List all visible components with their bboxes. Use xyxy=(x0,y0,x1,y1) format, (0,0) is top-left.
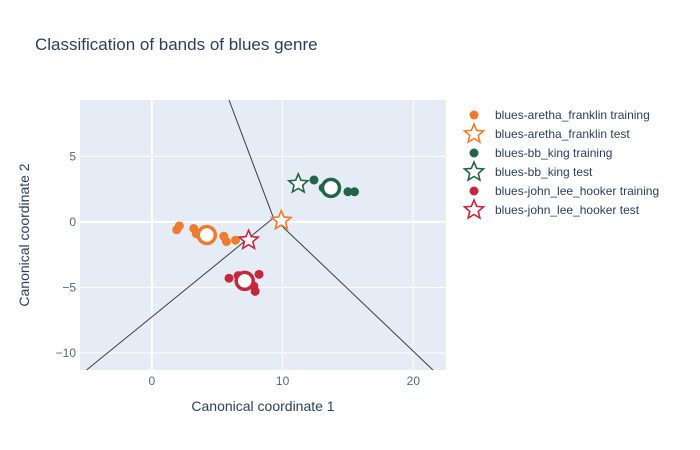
test-point-star xyxy=(286,171,310,194)
legend-label: blues-aretha_franklin test xyxy=(495,127,630,141)
grid-lines xyxy=(80,100,446,370)
legend: blues-aretha_franklin training blues-aret… xyxy=(462,108,659,220)
y-axis-ticks: −10 −5 0 5 xyxy=(56,149,77,360)
centroid-marker xyxy=(320,177,342,199)
test-point-star xyxy=(237,228,261,251)
legend-item: blues-bb_king test xyxy=(462,159,593,182)
training-point xyxy=(254,269,264,279)
training-point xyxy=(350,187,359,197)
legend-item: blues-bb_king training xyxy=(469,146,612,160)
legend-symbol-circle xyxy=(469,148,479,158)
decision-boundary xyxy=(86,99,434,371)
legend-label: blues-aretha_franklin training xyxy=(495,108,650,122)
chart-title: Classification of bands of blues genre xyxy=(35,35,318,54)
legend-label: blues-john_lee_hooker test xyxy=(495,203,640,217)
plot-background xyxy=(80,100,446,370)
legend-label: blues-bb_king test xyxy=(495,165,593,179)
training-point xyxy=(224,273,234,283)
training-point xyxy=(174,221,184,231)
x-tick-label: 0 xyxy=(149,374,156,388)
x-axis-ticks: 0 10 20 xyxy=(149,374,421,388)
y-tick-label: −10 xyxy=(56,346,77,360)
legend-symbol-circle xyxy=(469,110,479,120)
legend-symbol-circle xyxy=(469,186,479,196)
training-point xyxy=(309,175,319,185)
data-marks xyxy=(172,171,359,296)
boundary-line xyxy=(86,217,274,371)
legend-item: blues-aretha_franklin test xyxy=(462,121,630,144)
x-axis-title: Canonical coordinate 1 xyxy=(191,398,334,414)
legend-symbol-star xyxy=(462,197,486,220)
legend-symbol-star xyxy=(462,121,486,144)
legend-item: blues-aretha_franklin training xyxy=(469,108,650,122)
legend-label: blues-john_lee_hooker training xyxy=(495,184,659,198)
centroid-marker xyxy=(196,224,218,246)
training-point xyxy=(343,187,353,197)
x-tick-label: 20 xyxy=(407,374,421,388)
boundary-line xyxy=(228,99,274,219)
test-point-star xyxy=(269,208,293,231)
training-point xyxy=(250,286,260,296)
training-point xyxy=(221,237,231,247)
centroid-marker xyxy=(234,270,255,292)
y-axis-title: Canonical coordinate 2 xyxy=(16,163,32,306)
y-tick-label: 0 xyxy=(69,215,76,229)
x-tick-label: 10 xyxy=(276,374,290,388)
boundary-line xyxy=(273,217,434,371)
legend-item: blues-john_lee_hooker training xyxy=(469,184,659,198)
training-point xyxy=(231,235,241,245)
legend-label: blues-bb_king training xyxy=(495,146,612,160)
legend-item: blues-john_lee_hooker test xyxy=(462,197,640,220)
y-tick-label: −5 xyxy=(62,280,76,294)
legend-symbol-star xyxy=(462,159,486,182)
y-tick-label: 5 xyxy=(69,149,76,163)
